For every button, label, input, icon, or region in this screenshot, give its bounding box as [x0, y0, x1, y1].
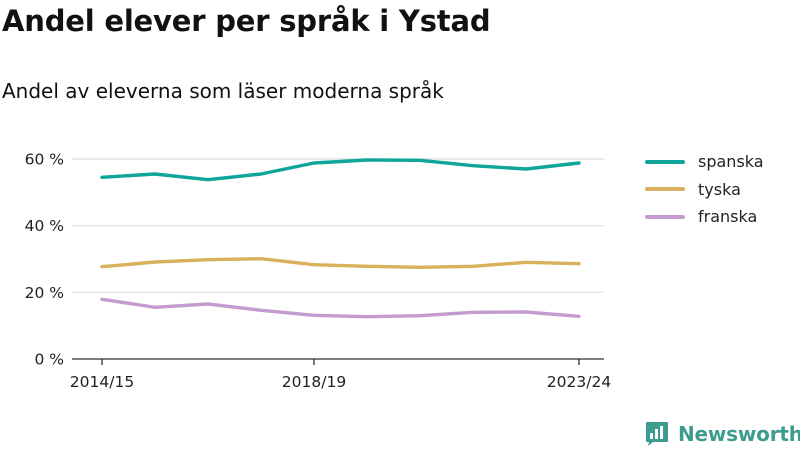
- series-line-spanska: [100, 158, 581, 182]
- bar-chart-logo-icon: [646, 422, 668, 446]
- chart-title: Andel elever per språk i Ystad: [2, 4, 491, 38]
- y-tick-label: 40 %: [25, 217, 64, 235]
- x-tick-label: 2023/24: [547, 373, 611, 391]
- gridlines: [72, 158, 604, 293]
- y-tick-label: 0 %: [34, 351, 64, 369]
- series-line-franska: [100, 297, 581, 319]
- series-lines: [100, 158, 581, 319]
- brand-logo: Newsworthy: [645, 421, 800, 447]
- brand-name: Newsworthy: [678, 422, 800, 446]
- legend-label: spanska: [698, 152, 764, 172]
- legend-item-spanska: spanska: [645, 148, 764, 176]
- legend-item-tyska: tyska: [645, 176, 764, 204]
- y-tick-label: 60 %: [25, 151, 64, 169]
- legend-swatch: [645, 214, 685, 219]
- x-tick-label: 2014/15: [70, 373, 134, 391]
- legend-item-franska: franska: [645, 203, 764, 231]
- x-tick-label: 2018/19: [282, 373, 346, 391]
- legend-swatch: [645, 187, 685, 192]
- legend-swatch: [645, 159, 685, 164]
- legend-label: franska: [698, 207, 758, 227]
- x-axis-ticks: 2014/15 2018/19 2023/24: [70, 359, 611, 391]
- legend-label: tyska: [698, 179, 741, 199]
- legend: spanska tyska franska: [645, 148, 764, 231]
- chart-subtitle: Andel av eleverna som läser moderna språ…: [2, 79, 444, 103]
- y-axis-ticks: 0 % 20 % 40 % 60 %: [25, 151, 64, 369]
- series-line-tyska: [100, 257, 581, 269]
- y-tick-label: 20 %: [25, 284, 64, 302]
